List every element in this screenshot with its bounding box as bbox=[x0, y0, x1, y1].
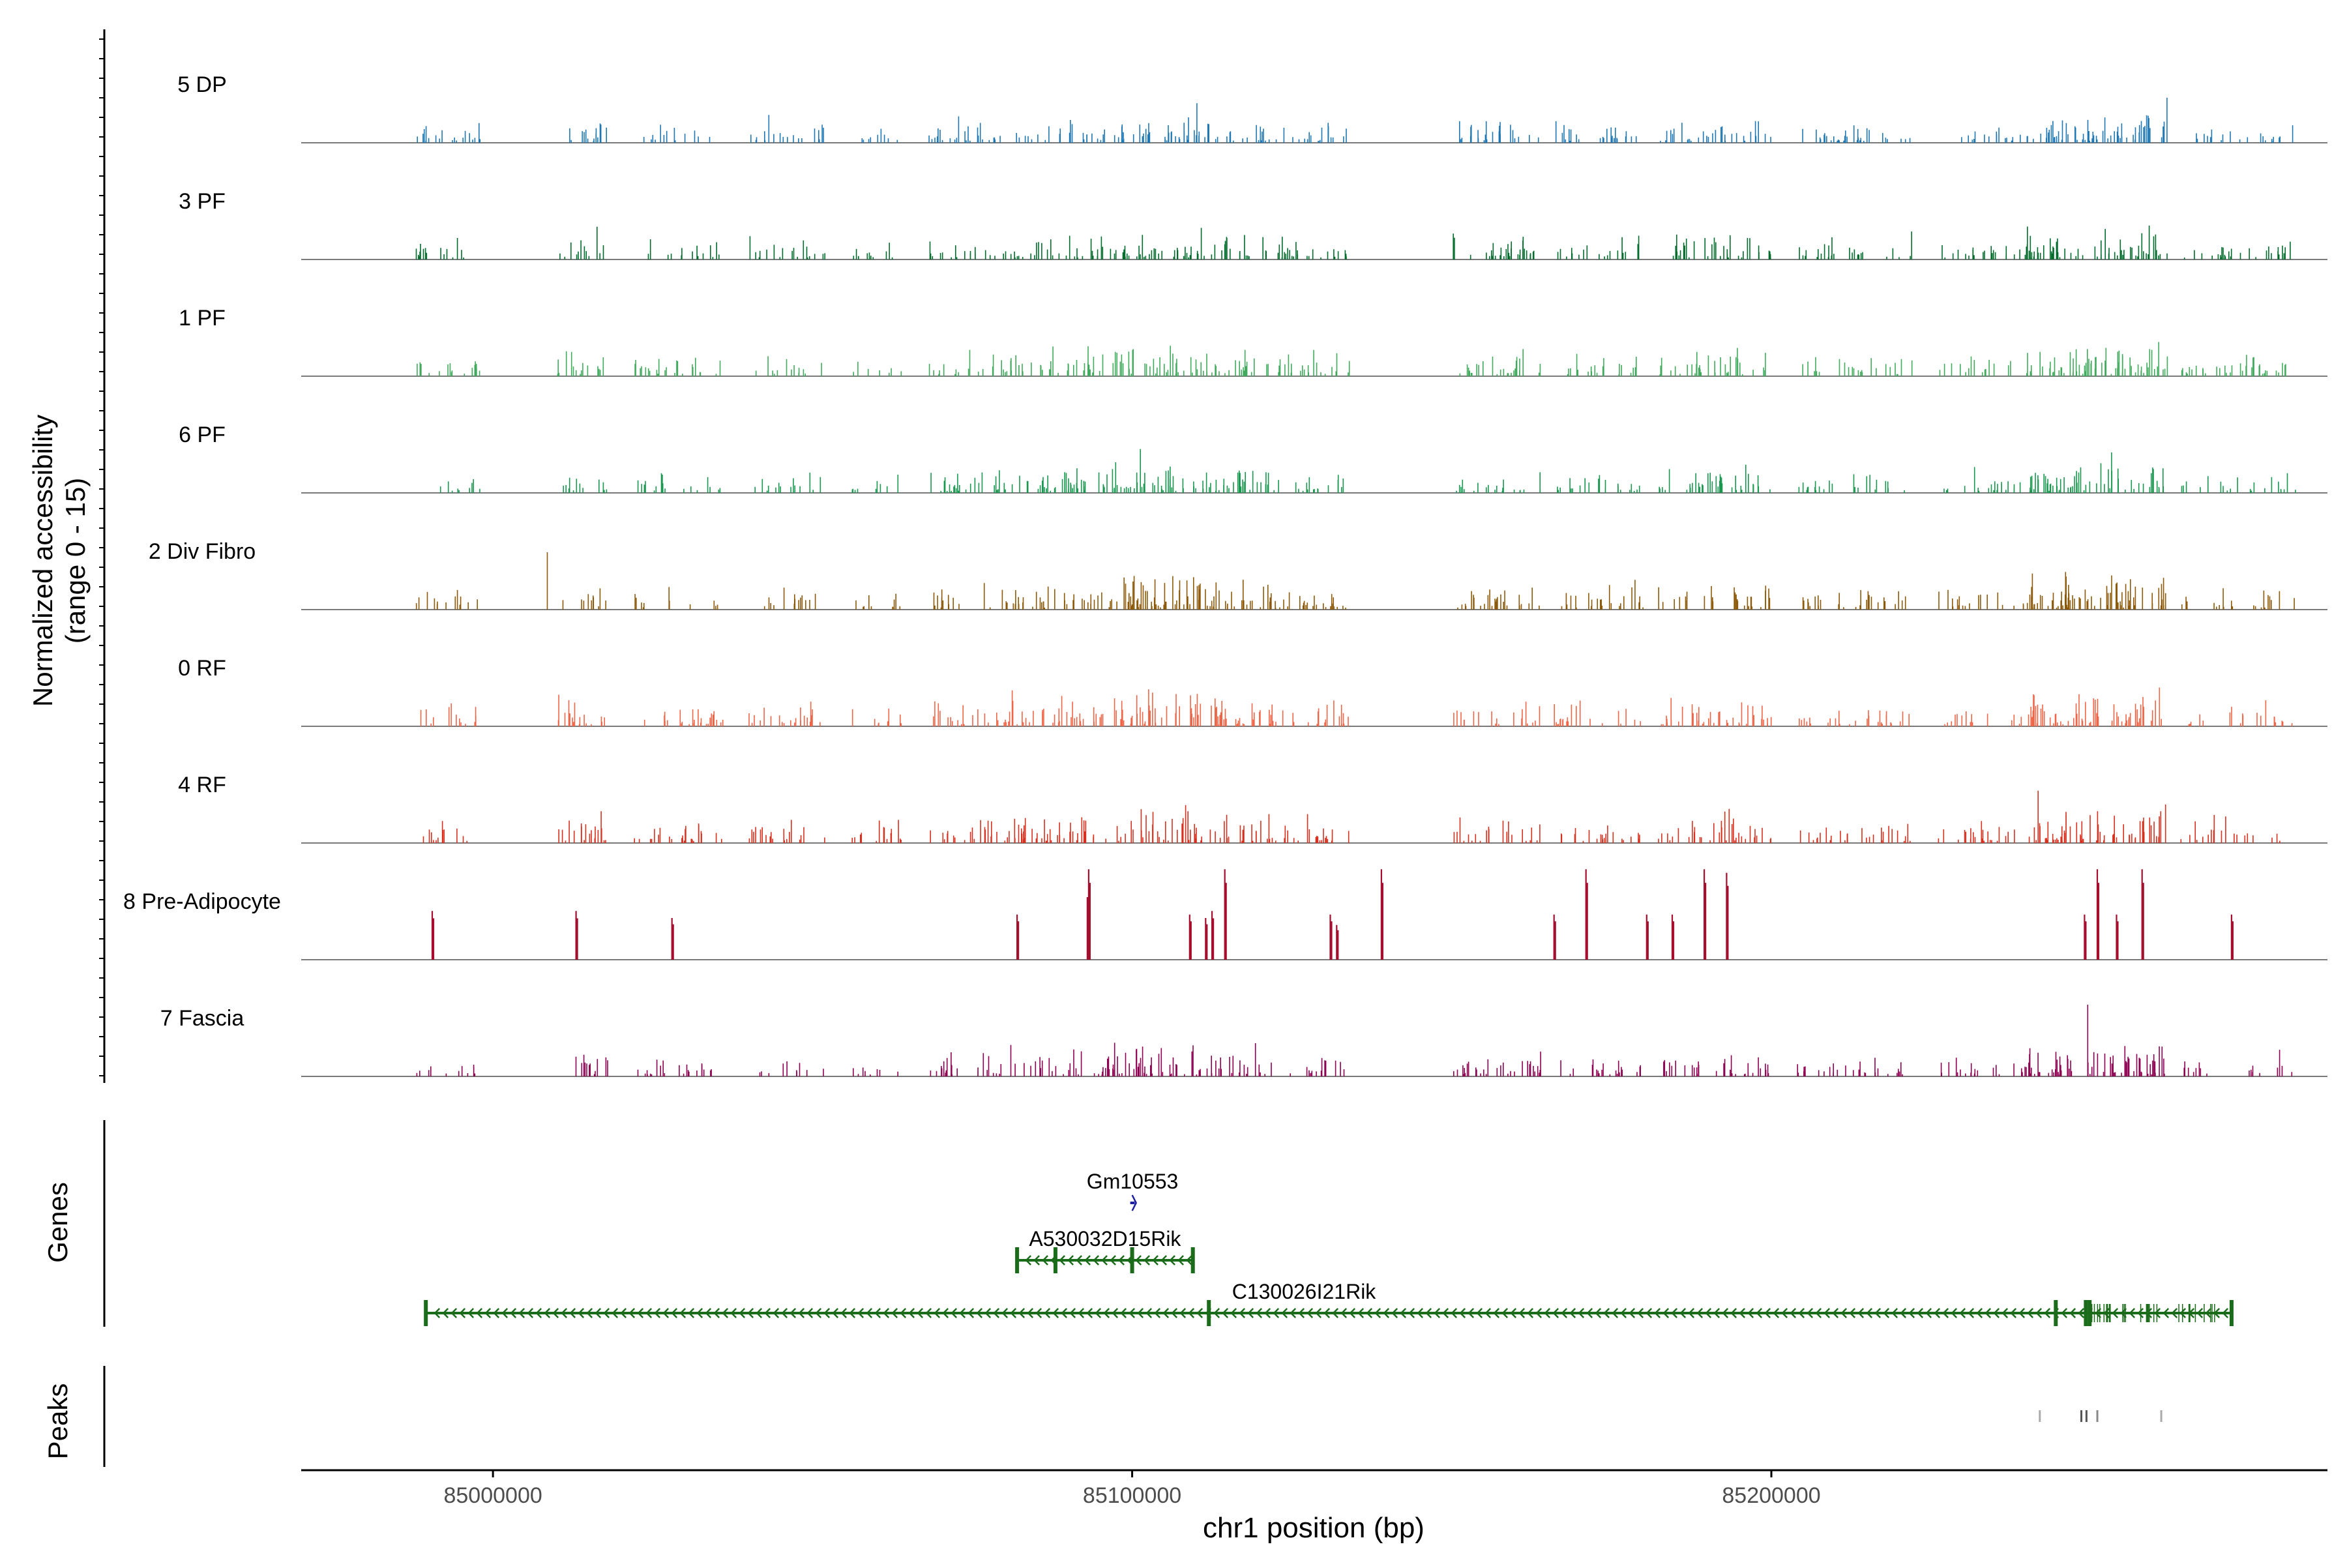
track-label: 1 PF bbox=[179, 306, 226, 331]
gene-Gm10553: Gm10553 bbox=[1087, 1170, 1179, 1211]
peak-mark bbox=[2080, 1410, 2083, 1422]
gene-A530032D15Rik: A530032D15Rik bbox=[1015, 1227, 1195, 1273]
gene-label: C130026I21Rik bbox=[1232, 1280, 1377, 1303]
gene-C130026I21Rik: C130026I21Rik bbox=[424, 1280, 2234, 1326]
y-axis-label-line2: (range 0 - 15) bbox=[60, 478, 91, 643]
exon bbox=[2054, 1300, 2058, 1326]
coverage-signal bbox=[417, 342, 2286, 376]
track-6: 4 RF bbox=[178, 773, 2327, 844]
exon bbox=[1130, 1247, 1134, 1273]
coverage-tracks: 5 DP 3 PF 1 PF 6 PF 2 Div Fibro 0 RF 4 RF 8 Pre… bbox=[123, 72, 2327, 1077]
peak-mark bbox=[2096, 1410, 2099, 1422]
track-0: 5 DP bbox=[177, 72, 2327, 143]
coverage-signal bbox=[431, 869, 2234, 960]
x-tick-label: 85200000 bbox=[1722, 1483, 1820, 1508]
track-2: 1 PF bbox=[179, 306, 2327, 377]
track-1: 3 PF bbox=[179, 189, 2327, 260]
track-label: 3 PF bbox=[179, 189, 226, 214]
coverage-signal bbox=[415, 552, 2295, 610]
strand-arrows bbox=[1131, 1194, 1138, 1211]
track-5: 0 RF bbox=[178, 656, 2327, 727]
x-axis: 85000000 85100000 85200000 bbox=[301, 1469, 2327, 1508]
track-3: 6 PF bbox=[179, 422, 2327, 494]
gene-label: A530032D15Rik bbox=[1029, 1227, 1181, 1250]
coverage-signal bbox=[415, 226, 2291, 259]
exon bbox=[1053, 1247, 1057, 1273]
peaks-panel bbox=[2039, 1410, 2162, 1422]
track-label: 8 Pre-Adipocyte bbox=[123, 889, 281, 914]
x-tick-label: 85000000 bbox=[443, 1483, 542, 1508]
gene-label: Gm10553 bbox=[1087, 1170, 1179, 1193]
left-axis bbox=[99, 29, 106, 1467]
track-4: 2 Div Fibro bbox=[149, 539, 2327, 610]
coverage-signal bbox=[416, 1005, 2293, 1076]
y-axis-label-line1: Normalized accessibility bbox=[27, 415, 58, 707]
genes-panel: Gm10553 A530032D15Rik C130026I21Rik bbox=[424, 1170, 2234, 1326]
exon bbox=[424, 1300, 428, 1326]
x-tick-label: 85100000 bbox=[1083, 1483, 1181, 1508]
exon bbox=[1015, 1247, 1020, 1273]
track-label: 0 RF bbox=[178, 656, 226, 681]
strand-arrows bbox=[1025, 1255, 1192, 1265]
track-label: 5 DP bbox=[177, 72, 227, 97]
track-label: 7 Fascia bbox=[160, 1006, 244, 1031]
exon-cluster bbox=[2091, 1304, 2215, 1322]
exon bbox=[1190, 1247, 1195, 1273]
coverage-signal bbox=[417, 97, 2294, 143]
exon bbox=[2088, 1300, 2092, 1326]
coverage-signal bbox=[422, 790, 2281, 843]
coverage-signal bbox=[439, 449, 2296, 493]
exon bbox=[2084, 1300, 2088, 1326]
track-7: 8 Pre-Adipocyte bbox=[123, 869, 2327, 960]
x-axis-title: chr1 position (bp) bbox=[1203, 1512, 1424, 1544]
track-label: 2 Div Fibro bbox=[149, 539, 256, 564]
peak-mark bbox=[2039, 1410, 2041, 1422]
coverage-signal bbox=[420, 687, 2293, 726]
exon bbox=[2229, 1300, 2234, 1326]
peak-mark bbox=[2085, 1410, 2088, 1422]
genes-panel-label: Genes bbox=[42, 1182, 73, 1263]
exon bbox=[1207, 1300, 1211, 1326]
track-label: 4 RF bbox=[178, 773, 226, 797]
peaks-panel-label: Peaks bbox=[42, 1383, 73, 1460]
track-label: 6 PF bbox=[179, 422, 226, 447]
strand-arrows bbox=[434, 1308, 2229, 1318]
peak-mark bbox=[2160, 1410, 2162, 1422]
track-8: 7 Fascia bbox=[160, 1005, 2327, 1077]
